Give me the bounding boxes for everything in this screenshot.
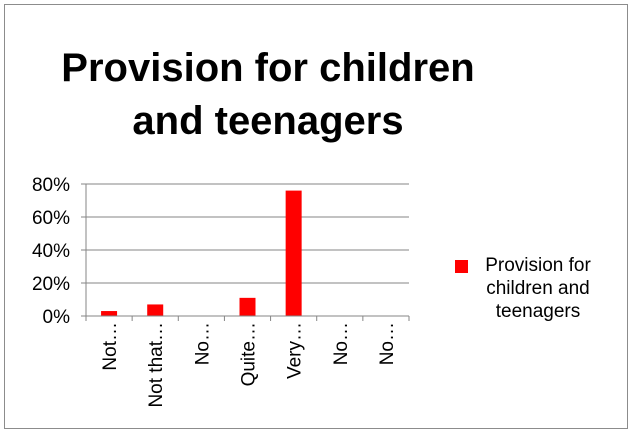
y-tick-label: 80% [32, 175, 70, 196]
legend-swatch [455, 260, 468, 273]
x-tick-label: Not… [100, 322, 121, 371]
x-tick-label: No… [377, 322, 398, 365]
y-tick-label: 40% [32, 241, 70, 262]
x-tick-label: No… [331, 322, 352, 365]
chart-title: Provision for children and teenagers [61, 46, 475, 143]
bar [101, 311, 118, 316]
y-tick-label: 60% [32, 208, 70, 229]
bar [147, 304, 164, 316]
bar [285, 190, 302, 316]
bar [239, 297, 256, 316]
y-tick-label: 20% [32, 274, 70, 295]
x-tick-label: Very… [285, 322, 306, 379]
legend-label: Provision for children and teenagers [485, 255, 591, 322]
x-tick-label: No… [192, 322, 213, 365]
x-tick-label: Quite… [239, 322, 260, 386]
x-tick-label: Not that… [146, 322, 167, 408]
y-tick-label: 0% [43, 307, 71, 328]
